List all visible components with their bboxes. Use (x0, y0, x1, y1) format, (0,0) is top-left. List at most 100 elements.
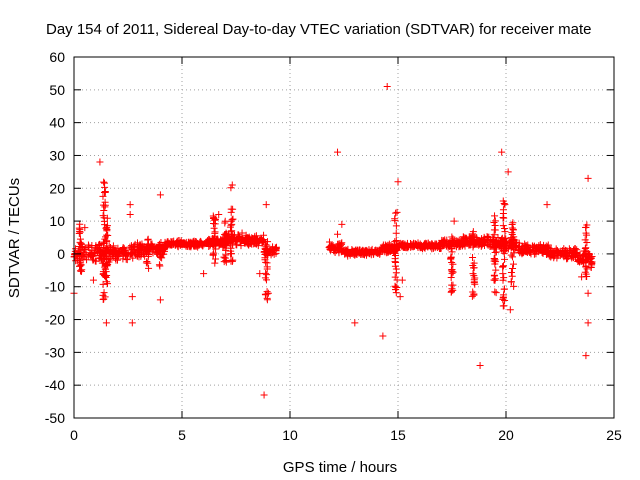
data-point (501, 296, 509, 304)
data-point (508, 241, 516, 249)
data-point (439, 241, 447, 249)
data-point (99, 259, 107, 267)
data-point (501, 255, 509, 263)
data-point (583, 265, 591, 273)
y-axis-label: SDTVAR / TECUs (6, 178, 23, 298)
data-point (470, 279, 478, 287)
data-point (87, 251, 95, 259)
data-point (584, 174, 592, 182)
data-point (439, 237, 447, 245)
data-point (583, 221, 591, 229)
data-point (582, 352, 590, 360)
data-point (385, 240, 393, 248)
data-point (401, 243, 409, 251)
x-tick-label: 15 (390, 427, 406, 443)
x-tick-label: 5 (178, 427, 186, 443)
data-point (126, 211, 134, 219)
data-point (509, 226, 517, 234)
data-point (133, 252, 141, 260)
data-point (78, 266, 86, 274)
data-point (114, 244, 122, 252)
data-point (120, 244, 128, 252)
x-tick-label: 0 (70, 427, 78, 443)
data-point (356, 247, 364, 255)
data-point (539, 245, 547, 253)
data-point (469, 261, 477, 269)
axis-ticks (73, 56, 615, 419)
data-point (221, 231, 229, 239)
data-point (490, 231, 498, 239)
data-point (500, 274, 508, 282)
data-point (400, 242, 408, 250)
data-point (492, 238, 500, 246)
data-point (83, 256, 91, 264)
data-point (379, 332, 387, 340)
data-point (103, 278, 111, 286)
data-point (469, 253, 477, 261)
data-point (221, 219, 229, 227)
data-point (560, 245, 568, 253)
data-point (392, 286, 400, 294)
data-point (524, 241, 532, 249)
data-point (109, 242, 117, 250)
data-point (506, 306, 514, 314)
data-point (461, 240, 469, 248)
data-point (103, 237, 111, 245)
data-point (522, 248, 530, 256)
data-point (500, 214, 508, 222)
chart-title: Day 154 of 2011, Sidereal Day-to-day VTE… (46, 21, 592, 38)
data-point (156, 296, 164, 304)
data-point (575, 256, 583, 264)
data-point (583, 231, 591, 239)
data-point (391, 258, 399, 266)
data-point (500, 285, 508, 293)
data-point (499, 270, 507, 278)
data-point (509, 219, 517, 227)
data-point (490, 218, 498, 226)
data-point (228, 233, 236, 241)
data-point (144, 252, 152, 260)
y-tick-label: 0 (57, 246, 65, 262)
data-points (70, 83, 596, 399)
data-point (491, 288, 499, 296)
data-point (77, 267, 85, 275)
data-point (264, 289, 272, 297)
data-point (504, 168, 512, 176)
data-point (571, 245, 579, 253)
data-point (501, 228, 509, 236)
data-point (362, 249, 370, 257)
data-point (229, 256, 237, 264)
data-point (478, 235, 486, 243)
data-point (210, 236, 218, 244)
data-point (263, 259, 271, 267)
data-point (469, 270, 477, 278)
y-tick-label: 20 (49, 180, 65, 196)
data-point (211, 259, 219, 267)
y-tick-label: -30 (45, 344, 65, 360)
data-point (144, 236, 152, 244)
data-point (260, 391, 268, 399)
data-point (391, 238, 399, 246)
data-point (334, 245, 342, 253)
data-point (398, 240, 406, 248)
data-point (469, 243, 477, 251)
data-point (447, 266, 455, 274)
data-point (500, 200, 508, 208)
data-point (222, 238, 230, 246)
data-point (392, 237, 400, 245)
data-point (102, 273, 110, 281)
data-point (538, 248, 546, 256)
data-point (383, 83, 391, 91)
data-point (476, 361, 484, 369)
data-point (263, 246, 271, 254)
data-point (469, 233, 477, 241)
data-point (552, 245, 560, 253)
data-point (450, 217, 458, 225)
data-point (491, 217, 499, 225)
data-point (81, 246, 89, 254)
data-point (335, 240, 343, 248)
data-point (351, 319, 359, 327)
data-point (102, 319, 110, 327)
y-tick-label: 40 (49, 115, 65, 131)
data-point (101, 265, 109, 273)
